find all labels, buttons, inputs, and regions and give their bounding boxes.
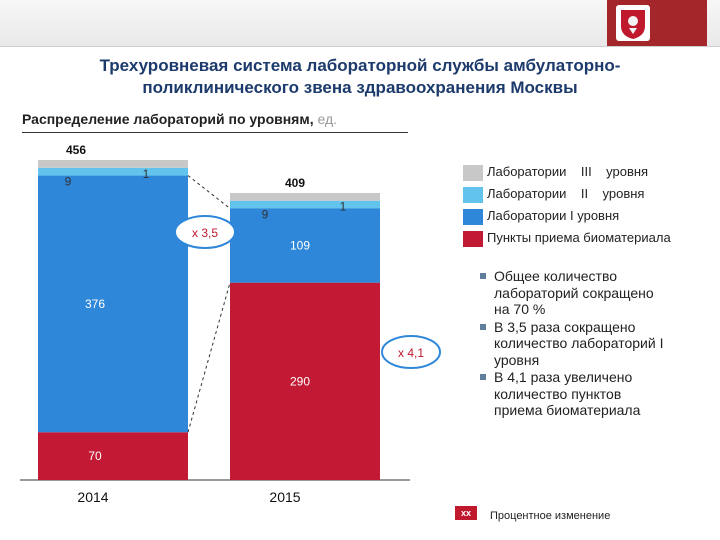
change-annotation-ring [381,335,441,369]
total-data-label: 456 [66,143,86,157]
data-label: 9 [262,207,269,221]
legend-swatch [463,231,483,247]
finding-item: Общее количество лабораторий сокращено н… [478,268,672,318]
total-data-label: 409 [285,176,305,190]
coat-of-arms-icon [616,5,650,41]
bar-segment [230,192,380,201]
key-findings-list: Общее количество лабораторий сокращено н… [478,268,708,420]
subtitle-unit: ед. [317,111,338,127]
data-label: 1 [143,167,150,181]
bar-segment [38,175,188,433]
header-bar [0,0,720,47]
legend-label: Лаборатории III уровня [487,164,649,179]
x-tick-label: 2015 [269,489,300,505]
data-label: 1 [340,200,347,214]
data-label: 70 [88,449,102,463]
moscow-logo [607,0,707,46]
data-label: 376 [85,297,105,311]
change-annotation: x 3,5 [192,226,218,240]
bar-segment [230,282,380,480]
bar-segment [230,208,380,283]
change-legend-label: Процентное изменение [490,510,611,522]
subtitle-divider [22,132,408,133]
bar-segment [38,160,188,168]
chart-subtitle: Распределение лабораторий по уровням, ед… [22,111,337,127]
legend-label: Лаборатории I уровня [487,208,620,223]
finding-item: В 4,1 раза увеличено количество пунктов … [478,369,672,419]
data-label: 290 [290,374,310,388]
bar-segment [38,432,188,480]
legend-label: Пункты приема биоматериала [487,230,671,245]
change-annotation: x 4,1 [398,346,424,360]
data-label: 9 [65,175,72,189]
subtitle-text: Распределение лабораторий по уровням, [22,111,314,127]
connector-line [187,175,231,209]
connector-line [187,282,231,433]
bar-segment [38,167,188,176]
legend-label: Лаборатории II уровня [487,186,645,201]
change-annotation-ring [174,215,236,249]
data-label: 109 [290,239,310,253]
x-tick-label: 2014 [77,489,108,505]
legend-swatch [463,209,483,225]
legend-swatch [463,187,483,203]
legend-swatch [463,165,483,181]
finding-item: В 3,5 раза сокращено количество лаборато… [478,319,672,369]
change-badge: xx [455,506,477,520]
bar-segment [230,200,380,209]
page-title: Трехуровневая система лабораторной служб… [99,56,621,97]
